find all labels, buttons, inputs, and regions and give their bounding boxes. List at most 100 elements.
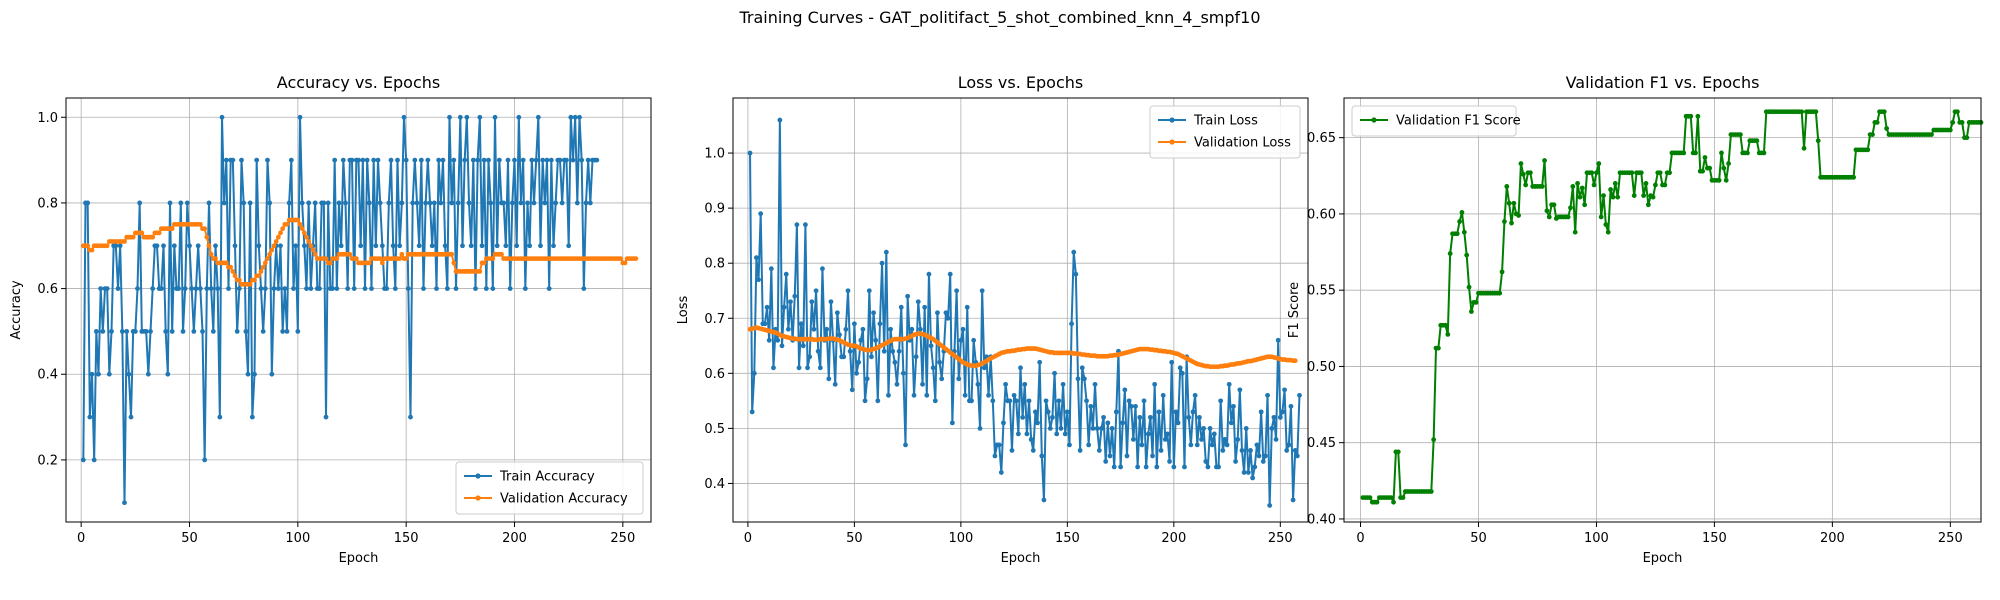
data-point (486, 157, 491, 163)
data-point (390, 243, 396, 249)
data-point (1143, 464, 1149, 470)
data-point (1815, 138, 1821, 144)
data-point (104, 243, 110, 249)
data-point (807, 354, 813, 360)
data-point (1260, 459, 1266, 464)
x-axis-label: Epoch (1643, 551, 1683, 566)
data-point (754, 255, 759, 261)
data-point (451, 260, 457, 266)
data-point (96, 371, 101, 377)
data-point (1374, 499, 1380, 505)
data-point (260, 329, 266, 334)
data-point (1203, 459, 1209, 464)
data-point (1702, 155, 1708, 160)
data-point (845, 288, 851, 294)
data-point (1473, 299, 1479, 305)
data-point (975, 381, 981, 387)
y-tick-label: 0.40 (1307, 512, 1336, 527)
data-point (275, 234, 281, 240)
data-point (1139, 442, 1145, 448)
data-point (206, 243, 212, 249)
data-point (932, 398, 938, 404)
data-point (1118, 464, 1123, 470)
data-point (1003, 381, 1008, 387)
legend-label: Train Loss (1193, 114, 1258, 129)
data-point (841, 354, 847, 360)
data-point (920, 381, 925, 387)
data-point (1226, 381, 1232, 387)
data-point (195, 243, 201, 249)
data-point (1039, 453, 1045, 459)
y-tick-label: 0.4 (37, 368, 58, 383)
data-point (1504, 184, 1510, 189)
data-point (1400, 495, 1406, 500)
data-point (928, 343, 934, 349)
data-point (488, 200, 494, 206)
data-point (139, 230, 145, 236)
y-tick-label: 0.45 (1307, 436, 1336, 451)
data-point (922, 304, 928, 310)
data-point (349, 157, 355, 163)
data-point (308, 243, 314, 249)
data-point (1497, 290, 1503, 296)
data-point (542, 200, 548, 206)
data-point (553, 200, 559, 206)
data-point (962, 392, 968, 398)
data-point (1237, 387, 1243, 393)
data-point (1631, 193, 1637, 199)
x-tick-label: 50 (181, 531, 198, 546)
data-point (306, 239, 312, 244)
data-point (898, 304, 904, 310)
data-point (809, 299, 815, 305)
data-point (977, 425, 983, 431)
data-point (1700, 168, 1706, 174)
data-point (475, 157, 481, 163)
data-point (1459, 209, 1465, 215)
data-point (1511, 200, 1517, 206)
data-point (1884, 126, 1890, 131)
data-point (771, 365, 776, 371)
x-tick-label: 200 (1820, 531, 1845, 546)
data-point (1271, 414, 1277, 420)
data-point (1638, 170, 1644, 176)
data-point (794, 222, 800, 228)
legend-swatch-marker (1169, 139, 1175, 145)
data-point (200, 329, 205, 334)
data-point (1186, 414, 1192, 420)
data-point (1075, 376, 1081, 382)
data-point (408, 414, 413, 420)
data-point (1092, 381, 1098, 387)
data-point (421, 286, 426, 291)
data-point (1064, 409, 1070, 415)
data-point (219, 114, 225, 120)
data-point (1641, 193, 1647, 199)
data-point (1435, 345, 1441, 351)
data-point (1610, 194, 1616, 200)
x-tick-label: 0 (77, 531, 85, 546)
data-point (280, 329, 286, 334)
data-point (890, 348, 896, 354)
data-point (509, 200, 515, 206)
data-point (462, 157, 468, 163)
data-point (824, 326, 830, 332)
data-point (1001, 420, 1006, 426)
data-point (866, 288, 872, 294)
data-point (269, 247, 275, 253)
data-point (210, 329, 216, 334)
data-point (758, 211, 764, 217)
data-point (466, 200, 472, 206)
data-point (1152, 381, 1158, 387)
data-point (1133, 403, 1138, 409)
data-point (208, 251, 214, 257)
data-point (894, 381, 900, 387)
data-point (457, 114, 463, 120)
y-axis-label: Accuracy (9, 280, 24, 340)
axes-frame (732, 97, 1309, 523)
data-point (1964, 135, 1970, 141)
data-point (869, 354, 874, 360)
data-point (377, 256, 383, 262)
data-point (1546, 214, 1552, 220)
data-point (150, 286, 156, 291)
data-point (1263, 453, 1268, 459)
